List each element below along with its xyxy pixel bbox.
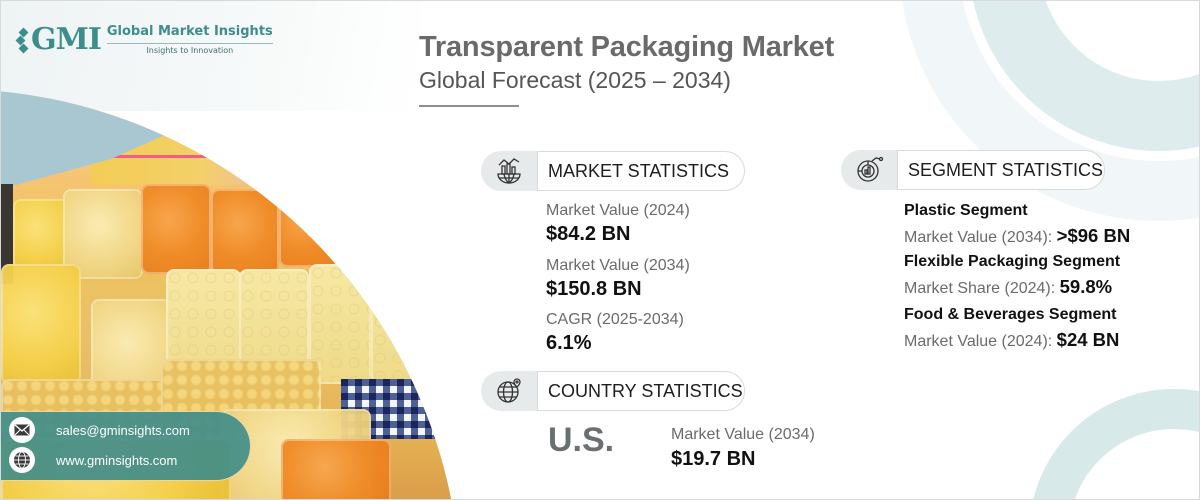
page-title: Transparent Packaging Market xyxy=(419,31,835,63)
page-subtitle: Global Forecast (2025 – 2034) xyxy=(419,67,731,93)
flexible-packaging-segment-value: 59.8% xyxy=(1059,276,1113,297)
contact-email-row[interactable]: sales@gminsights.com xyxy=(9,417,190,443)
flexible-packaging-segment-label: Market Share (2024): xyxy=(904,280,1060,297)
cagr-label: CAGR (2025-2034) xyxy=(546,311,684,328)
segment-statistics-header: SEGMENT STATISTICS xyxy=(841,150,1105,190)
logo-gmi-letters: GMI xyxy=(31,22,102,57)
country-market-value-label: Market Value (2034) xyxy=(671,426,815,443)
decorative-arc-bottom-right xyxy=(1029,389,1199,499)
market-statistics-header: MARKET STATISTICS xyxy=(481,151,745,191)
logo-diamonds-icon xyxy=(15,27,29,54)
food-beverages-segment-label: Market Value (2024): xyxy=(904,333,1057,350)
globe-pin-icon xyxy=(481,371,537,411)
flexible-packaging-segment-title: Flexible Packaging Segment xyxy=(904,253,1121,270)
brand-name: Global Market Insights xyxy=(106,25,273,44)
cagr-value: 6.1% xyxy=(546,332,592,354)
country-statistics-header: COUNTRY STATISTICS xyxy=(481,371,745,411)
contact-website[interactable]: www.gminsights.com xyxy=(56,452,178,468)
chart-globe-icon xyxy=(481,151,537,191)
segment-chart-icon xyxy=(841,150,897,190)
market-value-2024-label: Market Value (2024) xyxy=(546,202,690,219)
plastic-segment-line: Market Value (2034): >$96 BN xyxy=(904,225,1130,247)
country-market-value: $19.7 BN xyxy=(671,448,756,470)
market-statistics-title: MARKET STATISTICS xyxy=(537,151,745,191)
country-name: U.S. xyxy=(548,421,615,459)
segment-statistics-title: SEGMENT STATISTICS xyxy=(897,150,1105,190)
food-beverages-segment-line: Market Value (2024): $24 BN xyxy=(904,329,1119,351)
gmi-logo: GMI Global Market Insights Insights to I… xyxy=(15,22,273,57)
envelope-icon xyxy=(9,417,35,443)
market-value-2024: $84.2 BN xyxy=(546,223,631,245)
plastic-segment-value: >$96 BN xyxy=(1056,225,1131,246)
logo-text: Global Market Insights Insights to Innov… xyxy=(106,25,273,55)
brand-tagline: Insights to Innovation xyxy=(146,45,234,55)
logo-mark: GMI xyxy=(15,22,102,57)
contact-website-row[interactable]: www.gminsights.com xyxy=(9,447,177,473)
flexible-packaging-segment-line: Market Share (2024): 59.8% xyxy=(904,276,1112,298)
globe-icon xyxy=(9,447,35,473)
country-statistics-title: COUNTRY STATISTICS xyxy=(537,371,745,411)
title-divider xyxy=(419,105,519,107)
food-beverages-segment-value: $24 BN xyxy=(1056,329,1120,350)
food-beverages-segment-title: Food & Beverages Segment xyxy=(904,306,1117,323)
market-value-2034-label: Market Value (2034) xyxy=(546,257,690,274)
contact-email[interactable]: sales@gminsights.com xyxy=(56,422,190,438)
plastic-segment-title: Plastic Segment xyxy=(904,202,1028,219)
contact-box: sales@gminsights.com www.gminsights.com xyxy=(1,411,251,481)
market-value-2034: $150.8 BN xyxy=(546,278,642,300)
plastic-segment-label: Market Value (2034): xyxy=(904,229,1057,246)
